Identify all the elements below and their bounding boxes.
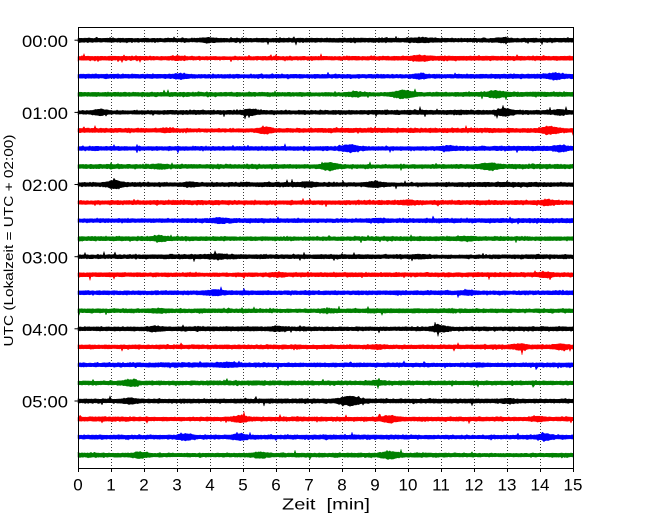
svg-text:15: 15 [564, 475, 583, 494]
svg-text:04:00: 04:00 [22, 320, 68, 339]
svg-text:05:00: 05:00 [22, 393, 68, 412]
svg-text:13: 13 [498, 475, 517, 494]
svg-text:03:00: 03:00 [22, 248, 68, 267]
svg-text:1: 1 [106, 475, 115, 494]
svg-text:6: 6 [271, 475, 280, 494]
svg-text:12: 12 [465, 475, 484, 494]
svg-text:3: 3 [172, 475, 181, 494]
svg-text:5: 5 [238, 475, 247, 494]
svg-text:UTC (Lokalzeit = UTC + 02:00): UTC (Lokalzeit = UTC + 02:00) [1, 135, 16, 347]
svg-text:02:00: 02:00 [22, 176, 68, 195]
svg-text:0: 0 [73, 475, 82, 494]
svg-text:9: 9 [370, 475, 379, 494]
svg-text:00:00: 00:00 [22, 32, 68, 51]
svg-text:4: 4 [205, 475, 214, 494]
svg-text:01:00: 01:00 [22, 104, 68, 123]
svg-text:2: 2 [139, 475, 148, 494]
svg-text:7: 7 [304, 475, 313, 494]
svg-text:Zeit [min]: Zeit [min] [282, 497, 370, 514]
svg-text:14: 14 [531, 475, 550, 494]
svg-text:11: 11 [432, 475, 450, 494]
svg-text:8: 8 [337, 475, 346, 494]
svg-text:10: 10 [399, 475, 418, 494]
